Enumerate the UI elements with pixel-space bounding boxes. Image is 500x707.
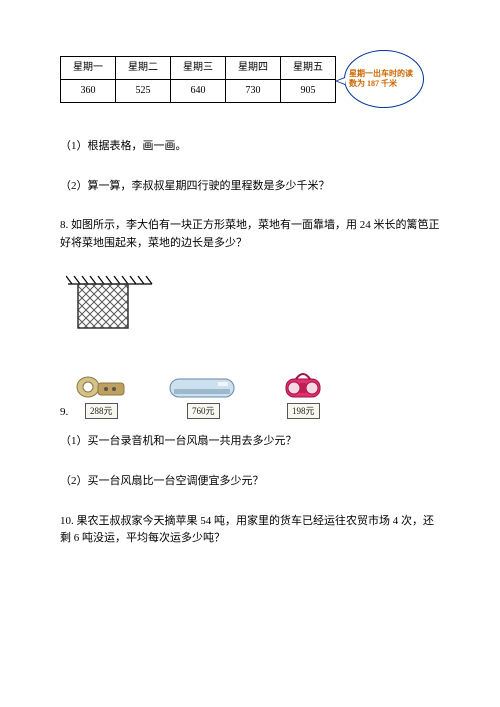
worksheet-page: 星期一 星期二 星期三 星期四 星期五 360 525 640 730 905 … (0, 0, 500, 600)
cell: 525 (116, 79, 171, 102)
col-header: 星期五 (281, 56, 336, 79)
cell: 640 (171, 79, 226, 102)
cell: 360 (61, 79, 116, 102)
aircon-icon (168, 373, 238, 403)
fence-svg (66, 274, 156, 344)
fence-figure (66, 274, 440, 351)
price-recorder: 288元 (85, 403, 118, 419)
cell: 730 (226, 79, 281, 102)
product-recorder: 288元 (74, 373, 128, 419)
recorder-icon (74, 373, 128, 403)
cell: 905 (281, 79, 336, 102)
question-8: 8. 如图所示，李大伯有一块正方形菜地，菜地有一面靠墙，用 24 米长的篱笆正好… (60, 217, 440, 252)
question-1-2: （2）算一算，李叔叔星期四行驶的里程数是多少千米？ (60, 178, 440, 196)
product-row: 288元 760元 198元 (74, 369, 328, 419)
table-data-row: 360 525 640 730 905 (61, 79, 336, 102)
question-9-2: （2）买一台风扇比一台空调便宜多少元？ (60, 473, 440, 491)
top-row: 星期一 星期二 星期三 星期四 星期五 360 525 640 730 905 … (60, 50, 440, 108)
question-9-row: 9. 288元 760元 (60, 369, 440, 425)
table-header-row: 星期一 星期二 星期三 星期四 星期五 (61, 56, 336, 79)
product-aircon: 760元 (168, 373, 238, 419)
price-fan: 198元 (287, 403, 320, 419)
speech-text: 星期一出车时的读数为 187 千米 (349, 69, 419, 88)
question-1-1: （1）根据表格，画一画。 (60, 138, 440, 156)
question-9-1: （1）买一台录音机和一台风扇一共用去多少元？ (60, 433, 440, 451)
odometer-table: 星期一 星期二 星期三 星期四 星期五 360 525 640 730 905 (60, 56, 336, 103)
price-aircon: 760元 (187, 403, 220, 419)
question-10: 10. 果农王叔叔家今天摘苹果 54 吨，用家里的货车已经运往农贸市场 4 次，… (60, 513, 440, 548)
question-9-number: 9. (60, 404, 68, 426)
col-header: 星期一 (61, 56, 116, 79)
col-header: 星期二 (116, 56, 171, 79)
speech-bubble: 星期一出车时的读数为 187 千米 (344, 50, 424, 108)
col-header: 星期四 (226, 56, 281, 79)
speech-tail (335, 77, 345, 85)
col-header: 星期三 (171, 56, 226, 79)
fan-icon (278, 369, 328, 403)
product-fan: 198元 (278, 369, 328, 419)
